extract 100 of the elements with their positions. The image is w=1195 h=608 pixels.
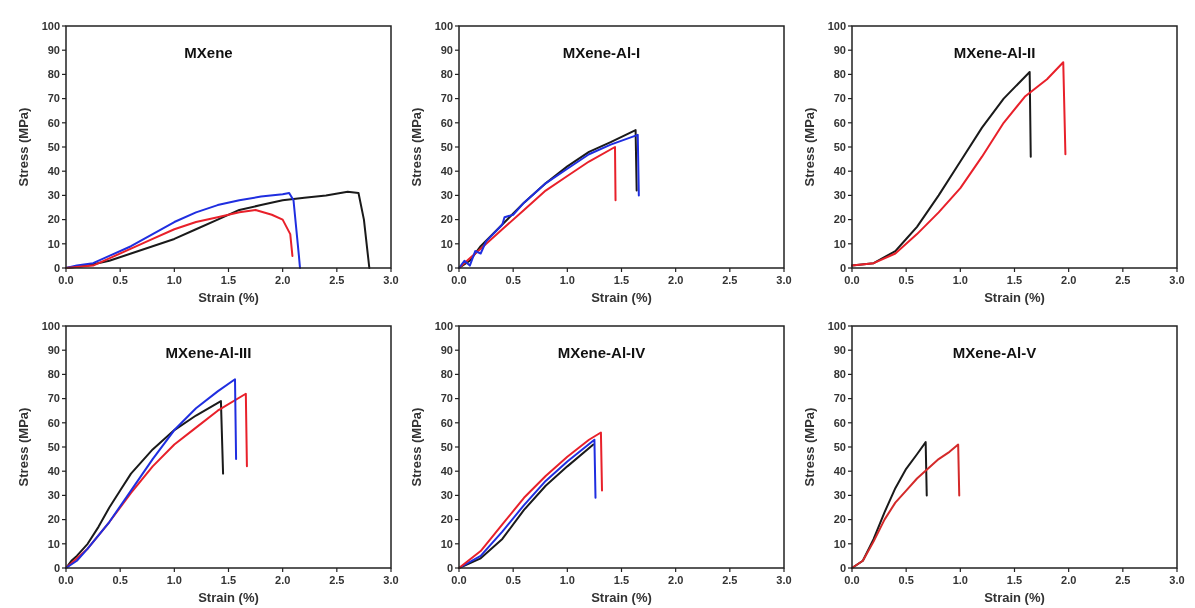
y-tick-label: 80 bbox=[833, 368, 846, 381]
y-tick-label: 90 bbox=[440, 44, 453, 57]
y-tick-label: 100 bbox=[827, 19, 846, 32]
x-tick-label: 2.5 bbox=[1115, 274, 1131, 286]
y-tick-label: 20 bbox=[47, 513, 60, 526]
y-tick-label: 50 bbox=[440, 440, 453, 453]
y-tick-label: 20 bbox=[440, 513, 453, 526]
y-tick-label: 40 bbox=[47, 465, 60, 478]
x-tick-label: 1.5 bbox=[613, 274, 630, 286]
line-series bbox=[65, 191, 301, 269]
x-tick-label: 3.0 bbox=[1169, 274, 1185, 286]
y-tick-label: 60 bbox=[833, 416, 846, 429]
x-tick-label: 0.0 bbox=[451, 274, 467, 286]
y-tick-label: 70 bbox=[440, 92, 453, 105]
x-tick-label: 0.0 bbox=[844, 274, 860, 286]
y-tick-label: 0 bbox=[53, 561, 60, 574]
line-series bbox=[851, 443, 961, 569]
y-tick-label: 90 bbox=[833, 44, 846, 57]
x-tick-label: 3.0 bbox=[383, 274, 399, 286]
x-axis-title: Strain (%) bbox=[591, 290, 652, 305]
y-tick-label: 60 bbox=[440, 416, 453, 429]
y-tick-label: 70 bbox=[440, 392, 453, 405]
x-tick-label: 0.5 bbox=[505, 574, 521, 586]
y-tick-label: 30 bbox=[833, 189, 846, 202]
y-tick-label: 10 bbox=[833, 537, 846, 550]
y-tick-label: 70 bbox=[47, 92, 60, 105]
x-tick-label: 2.0 bbox=[275, 274, 291, 286]
x-tick-label: 2.5 bbox=[329, 574, 345, 586]
y-tick-label: 0 bbox=[839, 561, 846, 574]
y-tick-label: 100 bbox=[41, 319, 60, 332]
y-tick-label: 20 bbox=[440, 213, 453, 226]
y-tick-label: 40 bbox=[833, 465, 846, 478]
y-tick-label: 40 bbox=[47, 165, 60, 178]
y-tick-label: 70 bbox=[47, 392, 60, 405]
y-tick-label: 40 bbox=[440, 165, 453, 178]
y-tick-label: 20 bbox=[833, 513, 846, 526]
y-tick-label: 60 bbox=[440, 116, 453, 129]
x-tick-label: 0.5 bbox=[112, 574, 128, 586]
x-axis-title: Strain (%) bbox=[984, 290, 1045, 305]
y-tick-label: 80 bbox=[440, 68, 453, 81]
y-tick-label: 10 bbox=[47, 237, 60, 250]
y-tick-label: 10 bbox=[833, 237, 846, 250]
y-tick-label: 100 bbox=[434, 19, 453, 32]
x-tick-label: 0.5 bbox=[898, 274, 914, 286]
x-tick-label: 1.0 bbox=[166, 574, 182, 586]
x-tick-label: 1.0 bbox=[559, 574, 575, 586]
y-tick-label: 70 bbox=[833, 92, 846, 105]
x-tick-label: 2.5 bbox=[329, 274, 345, 286]
text: MXene-Al-I bbox=[562, 44, 641, 61]
y-axis-title: Stress (MPa) bbox=[409, 407, 424, 487]
y-tick-label: 100 bbox=[41, 19, 60, 32]
x-tick-label: 1.0 bbox=[952, 574, 968, 586]
x-tick-label: 0.0 bbox=[844, 574, 860, 586]
y-tick-label: 10 bbox=[47, 537, 60, 550]
text: MXene-Al-IV bbox=[557, 344, 646, 361]
text: MXene-Al-III bbox=[165, 344, 252, 361]
x-tick-label: 3.0 bbox=[1169, 574, 1185, 586]
x-tick-label: 0.0 bbox=[451, 574, 467, 586]
y-tick-label: 60 bbox=[833, 116, 846, 129]
x-axis-title: Strain (%) bbox=[984, 590, 1045, 605]
y-tick-label: 30 bbox=[47, 189, 60, 202]
x-axis-title: Strain (%) bbox=[591, 590, 652, 605]
y-tick-label: 20 bbox=[47, 213, 60, 226]
y-tick-label: 90 bbox=[440, 344, 453, 357]
y-tick-label: 70 bbox=[833, 392, 846, 405]
y-tick-label: 30 bbox=[47, 489, 60, 502]
x-tick-label: 1.5 bbox=[613, 574, 630, 586]
x-tick-label: 3.0 bbox=[383, 574, 399, 586]
y-tick-label: 10 bbox=[440, 237, 453, 250]
y-tick-label: 100 bbox=[827, 319, 846, 332]
y-tick-label: 90 bbox=[47, 44, 60, 57]
y-axis-title: Stress (MPa) bbox=[16, 407, 31, 487]
x-tick-label: 0.0 bbox=[58, 274, 74, 286]
y-tick-label: 40 bbox=[440, 465, 453, 478]
y-tick-label: 10 bbox=[440, 537, 453, 550]
x-tick-label: 3.0 bbox=[776, 574, 792, 586]
x-tick-label: 1.0 bbox=[559, 274, 575, 286]
y-tick-label: 0 bbox=[446, 561, 453, 574]
text: MXene-Al-II bbox=[953, 44, 1036, 61]
x-tick-label: 1.0 bbox=[952, 274, 968, 286]
x-tick-label: 2.0 bbox=[668, 574, 684, 586]
x-axis-title: Strain (%) bbox=[198, 290, 259, 305]
y-tick-label: 50 bbox=[47, 440, 60, 453]
y-tick-label: 0 bbox=[446, 261, 453, 274]
y-axis-title: Stress (MPa) bbox=[16, 107, 31, 187]
x-tick-label: 2.5 bbox=[1115, 574, 1131, 586]
y-tick-label: 30 bbox=[440, 489, 453, 502]
x-tick-label: 0.5 bbox=[898, 574, 914, 586]
x-tick-label: 1.5 bbox=[1006, 574, 1023, 586]
y-tick-label: 90 bbox=[833, 344, 846, 357]
x-tick-label: 2.0 bbox=[1061, 274, 1077, 286]
y-tick-label: 30 bbox=[440, 189, 453, 202]
x-tick-label: 1.5 bbox=[1006, 274, 1023, 286]
x-tick-label: 2.0 bbox=[1061, 574, 1077, 586]
y-axis-title: Stress (MPa) bbox=[802, 407, 817, 487]
x-tick-label: 0.5 bbox=[112, 274, 128, 286]
line-series bbox=[458, 146, 617, 269]
x-tick-label: 2.0 bbox=[668, 274, 684, 286]
x-tick-label: 2.5 bbox=[722, 274, 738, 286]
y-axis-title: Stress (MPa) bbox=[409, 107, 424, 187]
